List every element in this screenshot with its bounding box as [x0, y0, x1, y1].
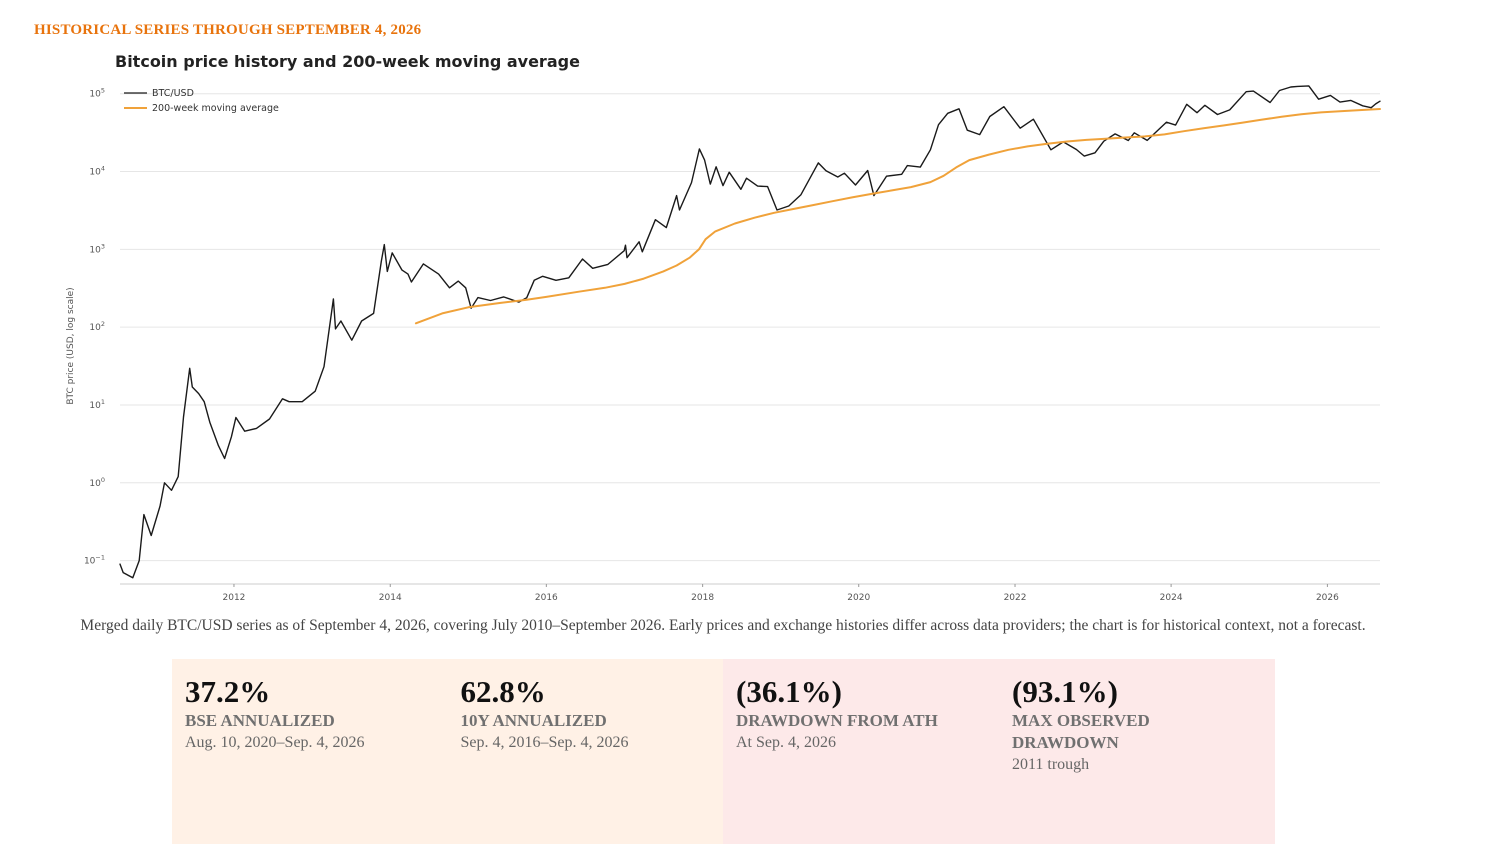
stat-card-10y: 62.8% 10Y ANNUALIZED Sep. 4, 2016–Sep. 4… [448, 659, 724, 844]
x-tick-label: 2016 [535, 593, 558, 603]
drawdown-stats-group: (36.1%) DRAWDOWN FROM ATH At Sep. 4, 202… [723, 659, 1275, 844]
stat-label: 10Y ANNUALIZED [460, 711, 607, 730]
stat-period: Sep. 4, 2016–Sep. 4, 2026 [460, 734, 629, 751]
return-stats-group: 37.2% BSE ANNUALIZED Aug. 10, 2020–Sep. … [172, 659, 723, 844]
y-tick-label: 10−1 [84, 554, 105, 567]
moving-average-line [414, 108, 1381, 325]
x-tick-labels: 2012 2014 2016 2018 2020 2022 2024 2026 [223, 584, 1339, 603]
stat-period: Aug. 10, 2020–Sep. 4, 2026 [185, 734, 365, 751]
y-tick-label: 105 [89, 87, 105, 100]
x-tick-label: 2018 [691, 593, 714, 603]
x-tick-label: 2026 [1316, 593, 1339, 603]
stat-period: At Sep. 4, 2026 [736, 734, 836, 751]
x-tick-label: 2012 [223, 593, 246, 603]
y-tick-label: 100 [89, 476, 105, 489]
stat-card-drawdown-ath: (36.1%) DRAWDOWN FROM ATH At Sep. 4, 202… [723, 659, 999, 844]
stat-value: (36.1%) [736, 674, 842, 709]
stat-label: DRAWDOWN FROM ATH [736, 711, 938, 730]
grid-lines [120, 93, 1380, 562]
x-tick-label: 2020 [847, 593, 870, 603]
chart-caption: Merged daily BTC/USD series as of Septem… [80, 617, 1366, 634]
stat-period: 2011 trough [1012, 756, 1090, 773]
stat-value: 37.2% [185, 674, 271, 709]
y-tick-label: 104 [89, 165, 105, 178]
btc-price-line [119, 85, 1381, 579]
section-eyebrow: HISTORICAL SERIES THROUGH SEPTEMBER 4, 2… [34, 22, 422, 38]
legend-label-btc: BTC/USD [152, 88, 194, 99]
y-tick-label: 102 [89, 320, 105, 333]
stat-card-max-drawdown: (93.1%) MAX OBSERVED DRAWDOWN 2011 troug… [999, 659, 1275, 844]
x-tick-label: 2014 [379, 593, 402, 603]
legend-label-ma: 200-week moving average [152, 103, 279, 114]
x-tick-label: 2024 [1160, 593, 1183, 603]
stat-value: 62.8% [460, 674, 546, 709]
legend: BTC/USD 200-week moving average [124, 88, 279, 114]
price-history-chart: Bitcoin price history and 200-week movin… [66, 52, 1381, 603]
y-tick-label: 103 [89, 242, 105, 255]
x-tick-label: 2022 [1004, 593, 1027, 603]
series-lines [119, 85, 1381, 579]
stat-label: BSE ANNUALIZED [185, 711, 335, 730]
chart-title: Bitcoin price history and 200-week movin… [115, 52, 580, 71]
stat-value: (93.1%) [1012, 674, 1118, 709]
stat-card-bse: 37.2% BSE ANNUALIZED Aug. 10, 2020–Sep. … [172, 659, 448, 844]
y-axis-label: BTC price (USD, log scale) [66, 287, 76, 404]
stats-panel: 37.2% BSE ANNUALIZED Aug. 10, 2020–Sep. … [172, 659, 1275, 844]
stat-label: MAX OBSERVED DRAWDOWN [1012, 711, 1150, 752]
y-tick-labels: 10−1 100 101 102 103 104 105 [84, 87, 105, 567]
y-tick-label: 101 [89, 398, 105, 411]
